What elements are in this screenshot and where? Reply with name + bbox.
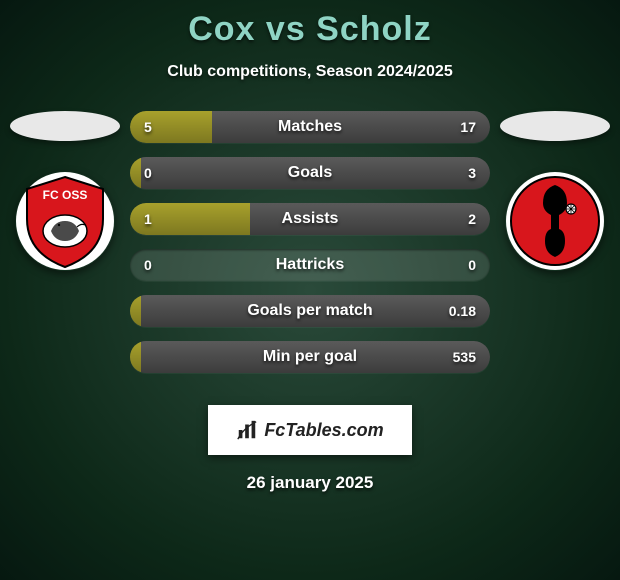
stat-label: Goals bbox=[130, 157, 490, 189]
bar-chart-icon bbox=[236, 419, 258, 441]
page-title: Cox vs Scholz bbox=[0, 0, 620, 49]
shield-icon: FC OSS bbox=[15, 171, 115, 271]
circle-badge-icon bbox=[505, 171, 605, 271]
player-silhouette-left bbox=[10, 111, 120, 141]
stat-row: 0.18Goals per match bbox=[130, 295, 490, 327]
stat-row: 12Assists bbox=[130, 203, 490, 235]
stat-label: Hattricks bbox=[130, 249, 490, 281]
source-label: FcTables.com bbox=[264, 420, 383, 441]
right-club-badge bbox=[505, 171, 605, 271]
stats-list: 517Matches 03Goals 12Assists 00Hattricks 0.1… bbox=[130, 111, 490, 387]
right-player-col bbox=[495, 111, 615, 271]
stat-row: 00Hattricks bbox=[130, 249, 490, 281]
stat-label: Goals per match bbox=[130, 295, 490, 327]
left-player-col: FC OSS bbox=[5, 111, 125, 271]
badge-text-left: FC OSS bbox=[43, 188, 88, 202]
stat-label: Min per goal bbox=[130, 341, 490, 373]
left-club-badge: FC OSS bbox=[15, 171, 115, 271]
stat-row: 03Goals bbox=[130, 157, 490, 189]
stat-row: 517Matches bbox=[130, 111, 490, 143]
stat-label: Assists bbox=[130, 203, 490, 235]
page-subtitle: Club competitions, Season 2024/2025 bbox=[0, 63, 620, 81]
comparison-area: FC OSS 517Matches03Goals12Assists00Hat bbox=[0, 111, 620, 391]
stat-label: Matches bbox=[130, 111, 490, 143]
source-badge: FcTables.com bbox=[208, 405, 412, 455]
player-silhouette-right bbox=[500, 111, 610, 141]
stat-row: 535Min per goal bbox=[130, 341, 490, 373]
footer-date: 26 january 2025 bbox=[0, 473, 620, 493]
